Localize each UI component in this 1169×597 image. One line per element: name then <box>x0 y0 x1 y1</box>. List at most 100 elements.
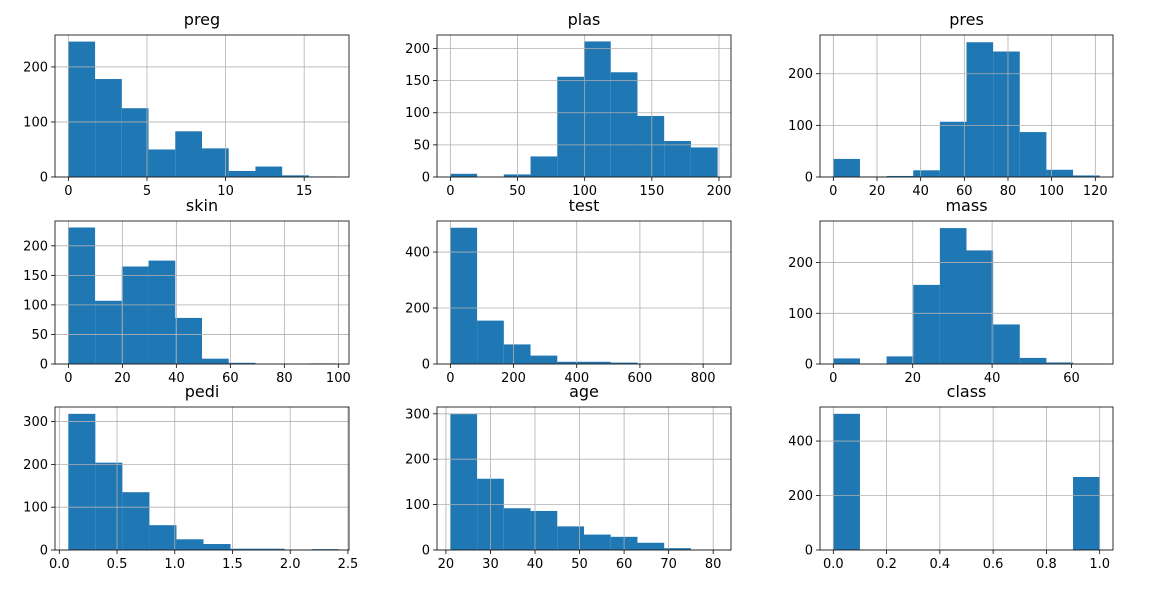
x-tick-label: 0.0 <box>823 557 844 572</box>
subplot-pedi: 0.0 0.5 1.0 1.5 2.0 2.5 0 100 200 300 pedi <box>23 382 358 572</box>
histogram-bar <box>450 173 478 177</box>
axes-frame-mass <box>819 220 1114 365</box>
histogram-bar <box>282 175 309 177</box>
y-tick-label: 200 <box>23 239 48 254</box>
x-tick-label: 40 <box>168 371 185 386</box>
gridlines-class <box>820 407 1113 551</box>
histogram-bar <box>477 320 504 364</box>
axes-frame-skin <box>54 220 350 365</box>
axes-frame-plas <box>436 34 732 178</box>
y-tick-label: 100 <box>405 498 430 513</box>
histogram-bar <box>228 362 256 364</box>
x-tick-label: 200 <box>501 371 526 386</box>
histogram-bar <box>121 266 149 364</box>
histogram-bar <box>664 141 691 177</box>
subplot-skin: 0 20 40 60 80 100 0 50 100 150 200 skin <box>23 196 351 386</box>
histogram-bar <box>530 355 558 364</box>
histogram-bar <box>257 548 285 550</box>
y-tick-label: 0 <box>805 358 813 373</box>
bars-pres <box>833 42 1100 178</box>
histogram-bar <box>993 51 1020 177</box>
x-tick-label: 400 <box>564 371 589 386</box>
x-tick-label: 100 <box>326 371 351 386</box>
subplot-title: age <box>569 382 599 401</box>
subplot-title: pedi <box>185 382 220 401</box>
x-tick-label: 1.0 <box>1089 557 1110 572</box>
x-tick-label: 0 <box>446 371 454 386</box>
histogram-bar <box>939 228 967 364</box>
x-tick-label: 0 <box>829 184 837 199</box>
bars-preg <box>68 41 336 177</box>
y-tick-label: 0 <box>40 544 48 559</box>
x-tick-label: 0 <box>64 371 72 386</box>
histogram-bar <box>149 525 177 550</box>
bars-pedi <box>68 413 339 550</box>
x-tick-label: 80 <box>705 557 722 572</box>
y-tick-label: 100 <box>788 307 813 322</box>
histogram-bar <box>966 42 994 178</box>
axes-frame-preg <box>54 34 350 178</box>
y-tick-label: 100 <box>405 106 430 121</box>
y-tick-label: 0 <box>422 358 430 373</box>
histogram-bar <box>913 170 940 177</box>
x-tick-label: 10 <box>217 184 234 199</box>
x-tick-label: 0.0 <box>49 557 70 572</box>
y-tick-label: 200 <box>405 453 430 468</box>
x-tick-label: 5 <box>143 184 151 199</box>
x-tick-label: 70 <box>660 557 677 572</box>
histogram-bar <box>228 170 256 177</box>
x-tick-label: 150 <box>639 184 664 199</box>
histogram-bar <box>503 508 531 550</box>
y-tick-label: 200 <box>23 60 48 75</box>
histogram-bar <box>95 300 122 364</box>
histogram-bar <box>664 548 691 550</box>
y-tick-label: 50 <box>31 328 48 343</box>
y-tick-label: 200 <box>405 42 430 57</box>
x-tick-label: 0.5 <box>107 557 128 572</box>
x-tick-label: 0.4 <box>930 557 951 572</box>
x-tick-label: 30 <box>482 557 499 572</box>
subplot-title: skin <box>186 196 218 215</box>
histogram-bar <box>311 549 339 550</box>
histogram-bar <box>121 108 149 177</box>
x-tick-label: 120 <box>1083 184 1108 199</box>
histogram-bar <box>503 344 531 364</box>
y-tick-label: 100 <box>23 115 48 130</box>
subplot-plas: 0 50 100 150 200 0 50 100 150 200 plas <box>405 10 732 199</box>
x-tick-label: 800 <box>691 371 716 386</box>
x-tick-label: 40 <box>984 371 1001 386</box>
x-tick-label: 60 <box>1063 371 1080 386</box>
axes-frame-pres <box>819 34 1114 178</box>
y-tick-label: 100 <box>788 119 813 134</box>
histogram-bar <box>1046 169 1074 177</box>
histogram-bar <box>1046 362 1074 364</box>
x-tick-label: 60 <box>956 184 973 199</box>
x-tick-label: 600 <box>628 371 653 386</box>
histogram-bar <box>95 79 122 177</box>
x-tick-label: 20 <box>904 371 921 386</box>
histogram-bar <box>68 227 96 364</box>
histogram-bar <box>833 158 860 177</box>
x-tick-label: 20 <box>869 184 886 199</box>
y-tick-label: 0 <box>422 544 430 559</box>
histogram-bar <box>939 121 967 177</box>
histogram-bar <box>122 492 150 550</box>
y-tick-label: 0 <box>422 171 430 186</box>
axes-frame-age <box>436 406 732 551</box>
histogram-bar <box>1019 357 1047 364</box>
x-tick-label: 100 <box>572 184 597 199</box>
y-tick-label: 50 <box>413 138 430 153</box>
histogram-bar <box>255 166 283 177</box>
y-tick-label: 0 <box>40 171 48 186</box>
histogram-bar <box>833 358 860 364</box>
x-tick-label: 0.2 <box>876 557 897 572</box>
y-tick-label: 0 <box>40 358 48 373</box>
y-tick-label: 300 <box>23 415 48 430</box>
histogram-bar <box>95 462 123 550</box>
y-tick-label: 200 <box>788 489 813 504</box>
x-tick-label: 0 <box>446 184 454 199</box>
x-tick-label: 60 <box>222 371 239 386</box>
y-tick-label: 0 <box>805 544 813 559</box>
histogram-bar <box>886 175 914 177</box>
x-tick-label: 0 <box>829 371 837 386</box>
